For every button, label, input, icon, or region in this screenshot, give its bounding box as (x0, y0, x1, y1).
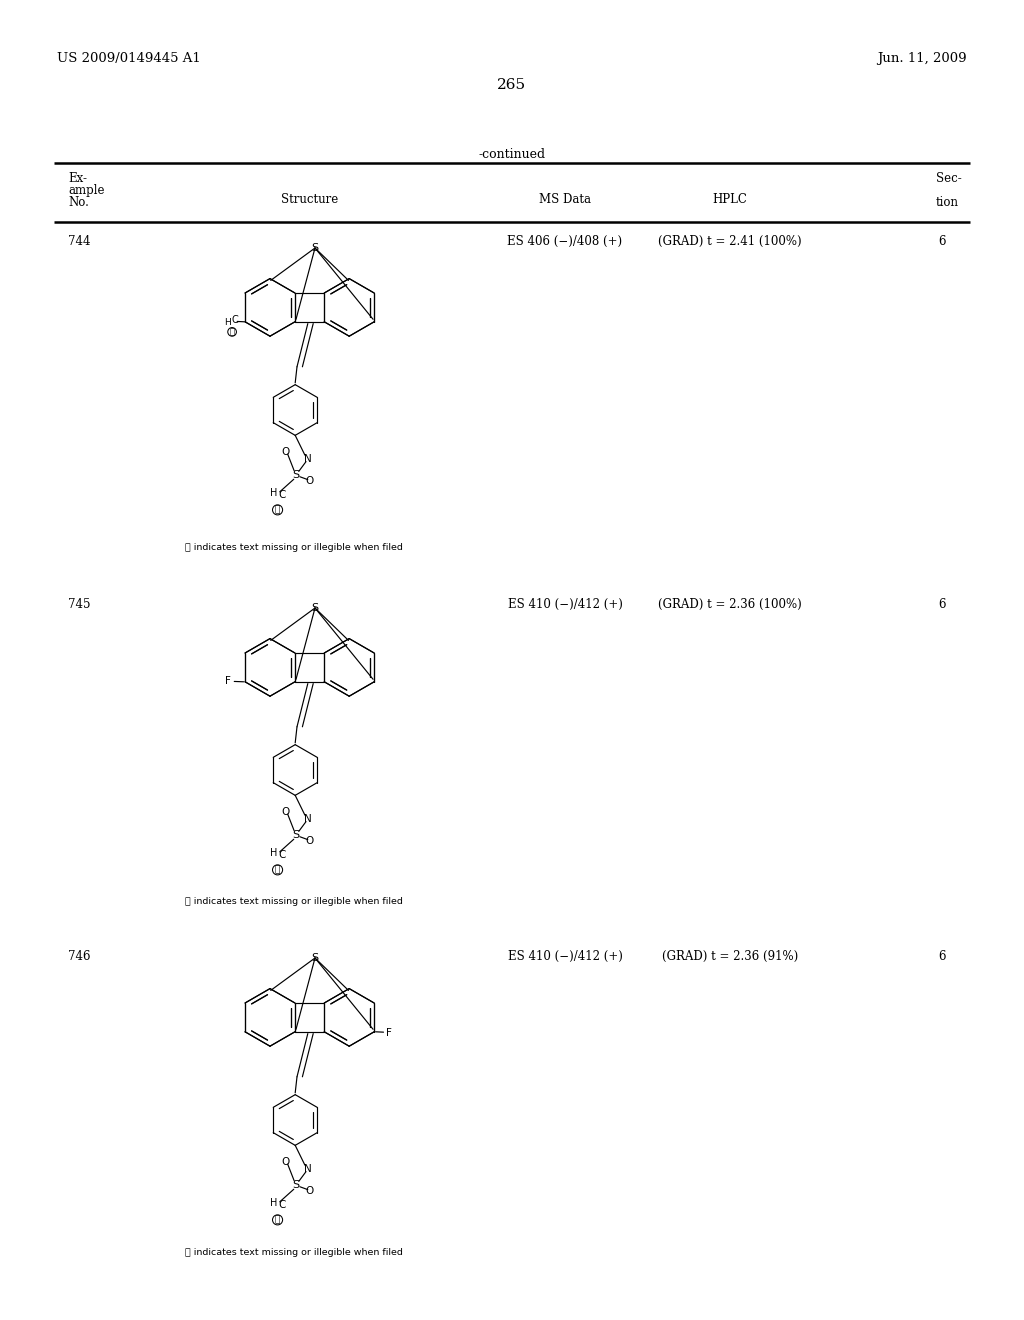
Text: C: C (279, 850, 286, 859)
Text: Ⓟ: Ⓟ (274, 506, 281, 515)
Text: US 2009/0149445 A1: US 2009/0149445 A1 (57, 51, 201, 65)
Text: 6: 6 (938, 950, 946, 964)
Text: Ⓟ indicates text missing or illegible when filed: Ⓟ indicates text missing or illegible wh… (185, 543, 402, 552)
Text: tion: tion (936, 195, 959, 209)
Text: ample: ample (68, 183, 104, 197)
Text: Ⓟ: Ⓟ (274, 866, 281, 874)
Text: N: N (304, 1164, 312, 1173)
Text: S: S (293, 830, 300, 840)
Text: -continued: -continued (478, 148, 546, 161)
Text: (GRAD) t = 2.36 (100%): (GRAD) t = 2.36 (100%) (658, 598, 802, 611)
Text: O: O (306, 1187, 314, 1196)
Text: Ⓟ indicates text missing or illegible when filed: Ⓟ indicates text missing or illegible wh… (185, 1247, 402, 1257)
Text: Ⓟ: Ⓟ (229, 327, 234, 337)
Text: (GRAD) t = 2.41 (100%): (GRAD) t = 2.41 (100%) (658, 235, 802, 248)
Text: O: O (282, 1158, 290, 1167)
Text: Ⓟ indicates text missing or illegible when filed: Ⓟ indicates text missing or illegible wh… (185, 898, 402, 906)
Text: H: H (269, 849, 276, 858)
Text: No.: No. (68, 195, 89, 209)
Text: Sec-: Sec- (936, 172, 962, 185)
Text: ES 406 (−)/408 (+): ES 406 (−)/408 (+) (508, 235, 623, 248)
Text: N: N (304, 813, 312, 824)
Text: Structure: Structure (282, 193, 339, 206)
Text: H: H (269, 488, 276, 499)
Text: O: O (306, 477, 314, 487)
Text: S: S (311, 953, 318, 964)
Text: H: H (223, 318, 230, 327)
Text: 265: 265 (498, 78, 526, 92)
Text: 745: 745 (68, 598, 90, 611)
Text: 6: 6 (938, 235, 946, 248)
Text: S: S (293, 1180, 300, 1189)
Text: 6: 6 (938, 598, 946, 611)
Text: S: S (311, 603, 318, 612)
Text: F: F (386, 1027, 391, 1038)
Text: ES 410 (−)/412 (+): ES 410 (−)/412 (+) (508, 598, 623, 611)
Text: 746: 746 (68, 950, 90, 964)
Text: S: S (293, 470, 300, 480)
Text: C: C (279, 1200, 286, 1209)
Text: MS Data: MS Data (539, 193, 591, 206)
Text: H: H (269, 1199, 276, 1208)
Text: Ex-: Ex- (68, 172, 87, 185)
Text: N: N (304, 454, 312, 463)
Text: O: O (306, 837, 314, 846)
Text: C: C (231, 315, 239, 325)
Text: S: S (311, 243, 318, 253)
Text: HPLC: HPLC (713, 193, 748, 206)
Text: 744: 744 (68, 235, 90, 248)
Text: Ⓟ: Ⓟ (274, 1216, 281, 1225)
Text: C: C (279, 490, 286, 500)
Text: F: F (225, 676, 230, 686)
Text: Jun. 11, 2009: Jun. 11, 2009 (878, 51, 967, 65)
Text: O: O (282, 447, 290, 457)
Text: ES 410 (−)/412 (+): ES 410 (−)/412 (+) (508, 950, 623, 964)
Text: O: O (282, 808, 290, 817)
Text: (GRAD) t = 2.36 (91%): (GRAD) t = 2.36 (91%) (662, 950, 798, 964)
